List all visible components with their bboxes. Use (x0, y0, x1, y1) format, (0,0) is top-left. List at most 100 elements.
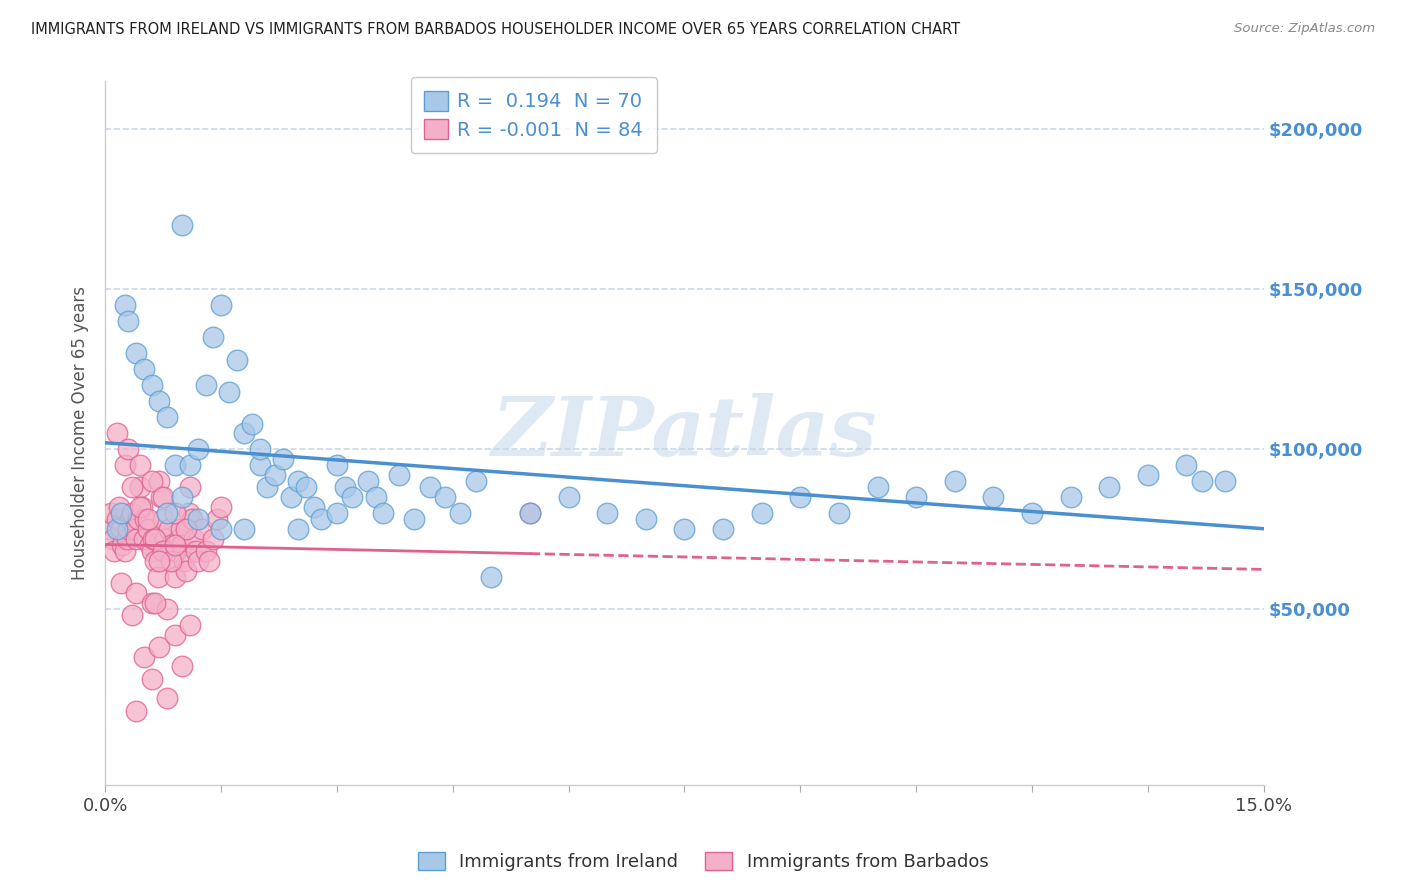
Point (132, 649, 155, 664)
Point (124, 522, 146, 536)
Point (105, 522, 128, 536)
Point (134, 512, 156, 526)
Y-axis label: Householder Income Over 65 years: Householder Income Over 65 years (72, 286, 89, 580)
Point (751, 506, 773, 520)
Point (673, 522, 696, 536)
Point (287, 474, 309, 488)
Point (170, 522, 193, 536)
Point (326, 458, 349, 472)
Point (373, 506, 395, 520)
Text: ZIPatlas: ZIPatlas (492, 393, 877, 473)
Point (162, 554, 184, 568)
Point (176, 564, 198, 578)
Point (105, 426, 128, 441)
Point (157, 522, 180, 536)
Point (132, 532, 155, 546)
Point (156, 410, 179, 425)
Point (152, 490, 174, 504)
Point (187, 442, 209, 456)
Point (186, 544, 208, 558)
Point (828, 506, 851, 520)
Point (117, 522, 139, 536)
Point (156, 544, 179, 558)
Point (101, 532, 124, 546)
Point (280, 490, 302, 504)
Point (129, 500, 152, 514)
Point (180, 512, 202, 526)
Point (110, 576, 132, 591)
Point (789, 490, 811, 504)
Point (326, 506, 349, 520)
Point (172, 490, 194, 504)
Point (114, 544, 136, 558)
Point (156, 506, 179, 520)
Point (419, 480, 441, 494)
Point (129, 458, 152, 472)
Point (183, 532, 205, 546)
Point (434, 490, 457, 504)
Point (187, 554, 209, 568)
Point (110, 506, 132, 520)
Point (173, 554, 195, 568)
Point (127, 512, 149, 526)
Point (148, 640, 170, 655)
Point (118, 512, 141, 526)
Point (634, 512, 657, 526)
Point (176, 522, 198, 536)
Point (202, 330, 225, 344)
Point (148, 474, 170, 488)
Point (100, 506, 122, 520)
Point (152, 512, 174, 526)
Point (163, 538, 186, 552)
Legend: Immigrants from Ireland, Immigrants from Barbados: Immigrants from Ireland, Immigrants from… (411, 845, 995, 879)
Point (905, 490, 928, 504)
Point (136, 512, 159, 526)
Point (136, 522, 159, 536)
Point (163, 458, 186, 472)
Point (1191, 474, 1213, 488)
Point (160, 554, 183, 568)
Point (209, 500, 232, 514)
Point (114, 458, 136, 472)
Point (233, 426, 256, 441)
Point (1059, 490, 1081, 504)
Point (198, 554, 221, 568)
Point (145, 595, 167, 609)
Point (163, 570, 186, 584)
Point (240, 417, 263, 431)
Point (141, 595, 163, 609)
Point (167, 532, 190, 546)
Point (249, 442, 271, 456)
Point (125, 346, 148, 360)
Point (160, 538, 183, 552)
Point (103, 544, 125, 558)
Point (302, 500, 325, 514)
Point (1136, 467, 1159, 482)
Point (125, 704, 148, 718)
Point (145, 532, 167, 546)
Point (295, 480, 318, 494)
Point (163, 627, 186, 641)
Point (249, 458, 271, 472)
Text: Source: ZipAtlas.com: Source: ZipAtlas.com (1234, 22, 1375, 36)
Point (105, 512, 128, 526)
Point (479, 570, 502, 584)
Point (264, 467, 287, 482)
Point (141, 474, 163, 488)
Point (202, 532, 225, 546)
Point (172, 659, 194, 673)
Point (271, 451, 294, 466)
Point (172, 538, 194, 552)
Point (205, 512, 228, 526)
Point (557, 490, 579, 504)
Point (146, 570, 169, 584)
Point (1021, 506, 1043, 520)
Point (156, 691, 179, 706)
Point (404, 512, 426, 526)
Point (256, 480, 278, 494)
Point (943, 474, 966, 488)
Point (287, 522, 309, 536)
Point (155, 532, 177, 546)
Point (148, 394, 170, 409)
Point (519, 506, 541, 520)
